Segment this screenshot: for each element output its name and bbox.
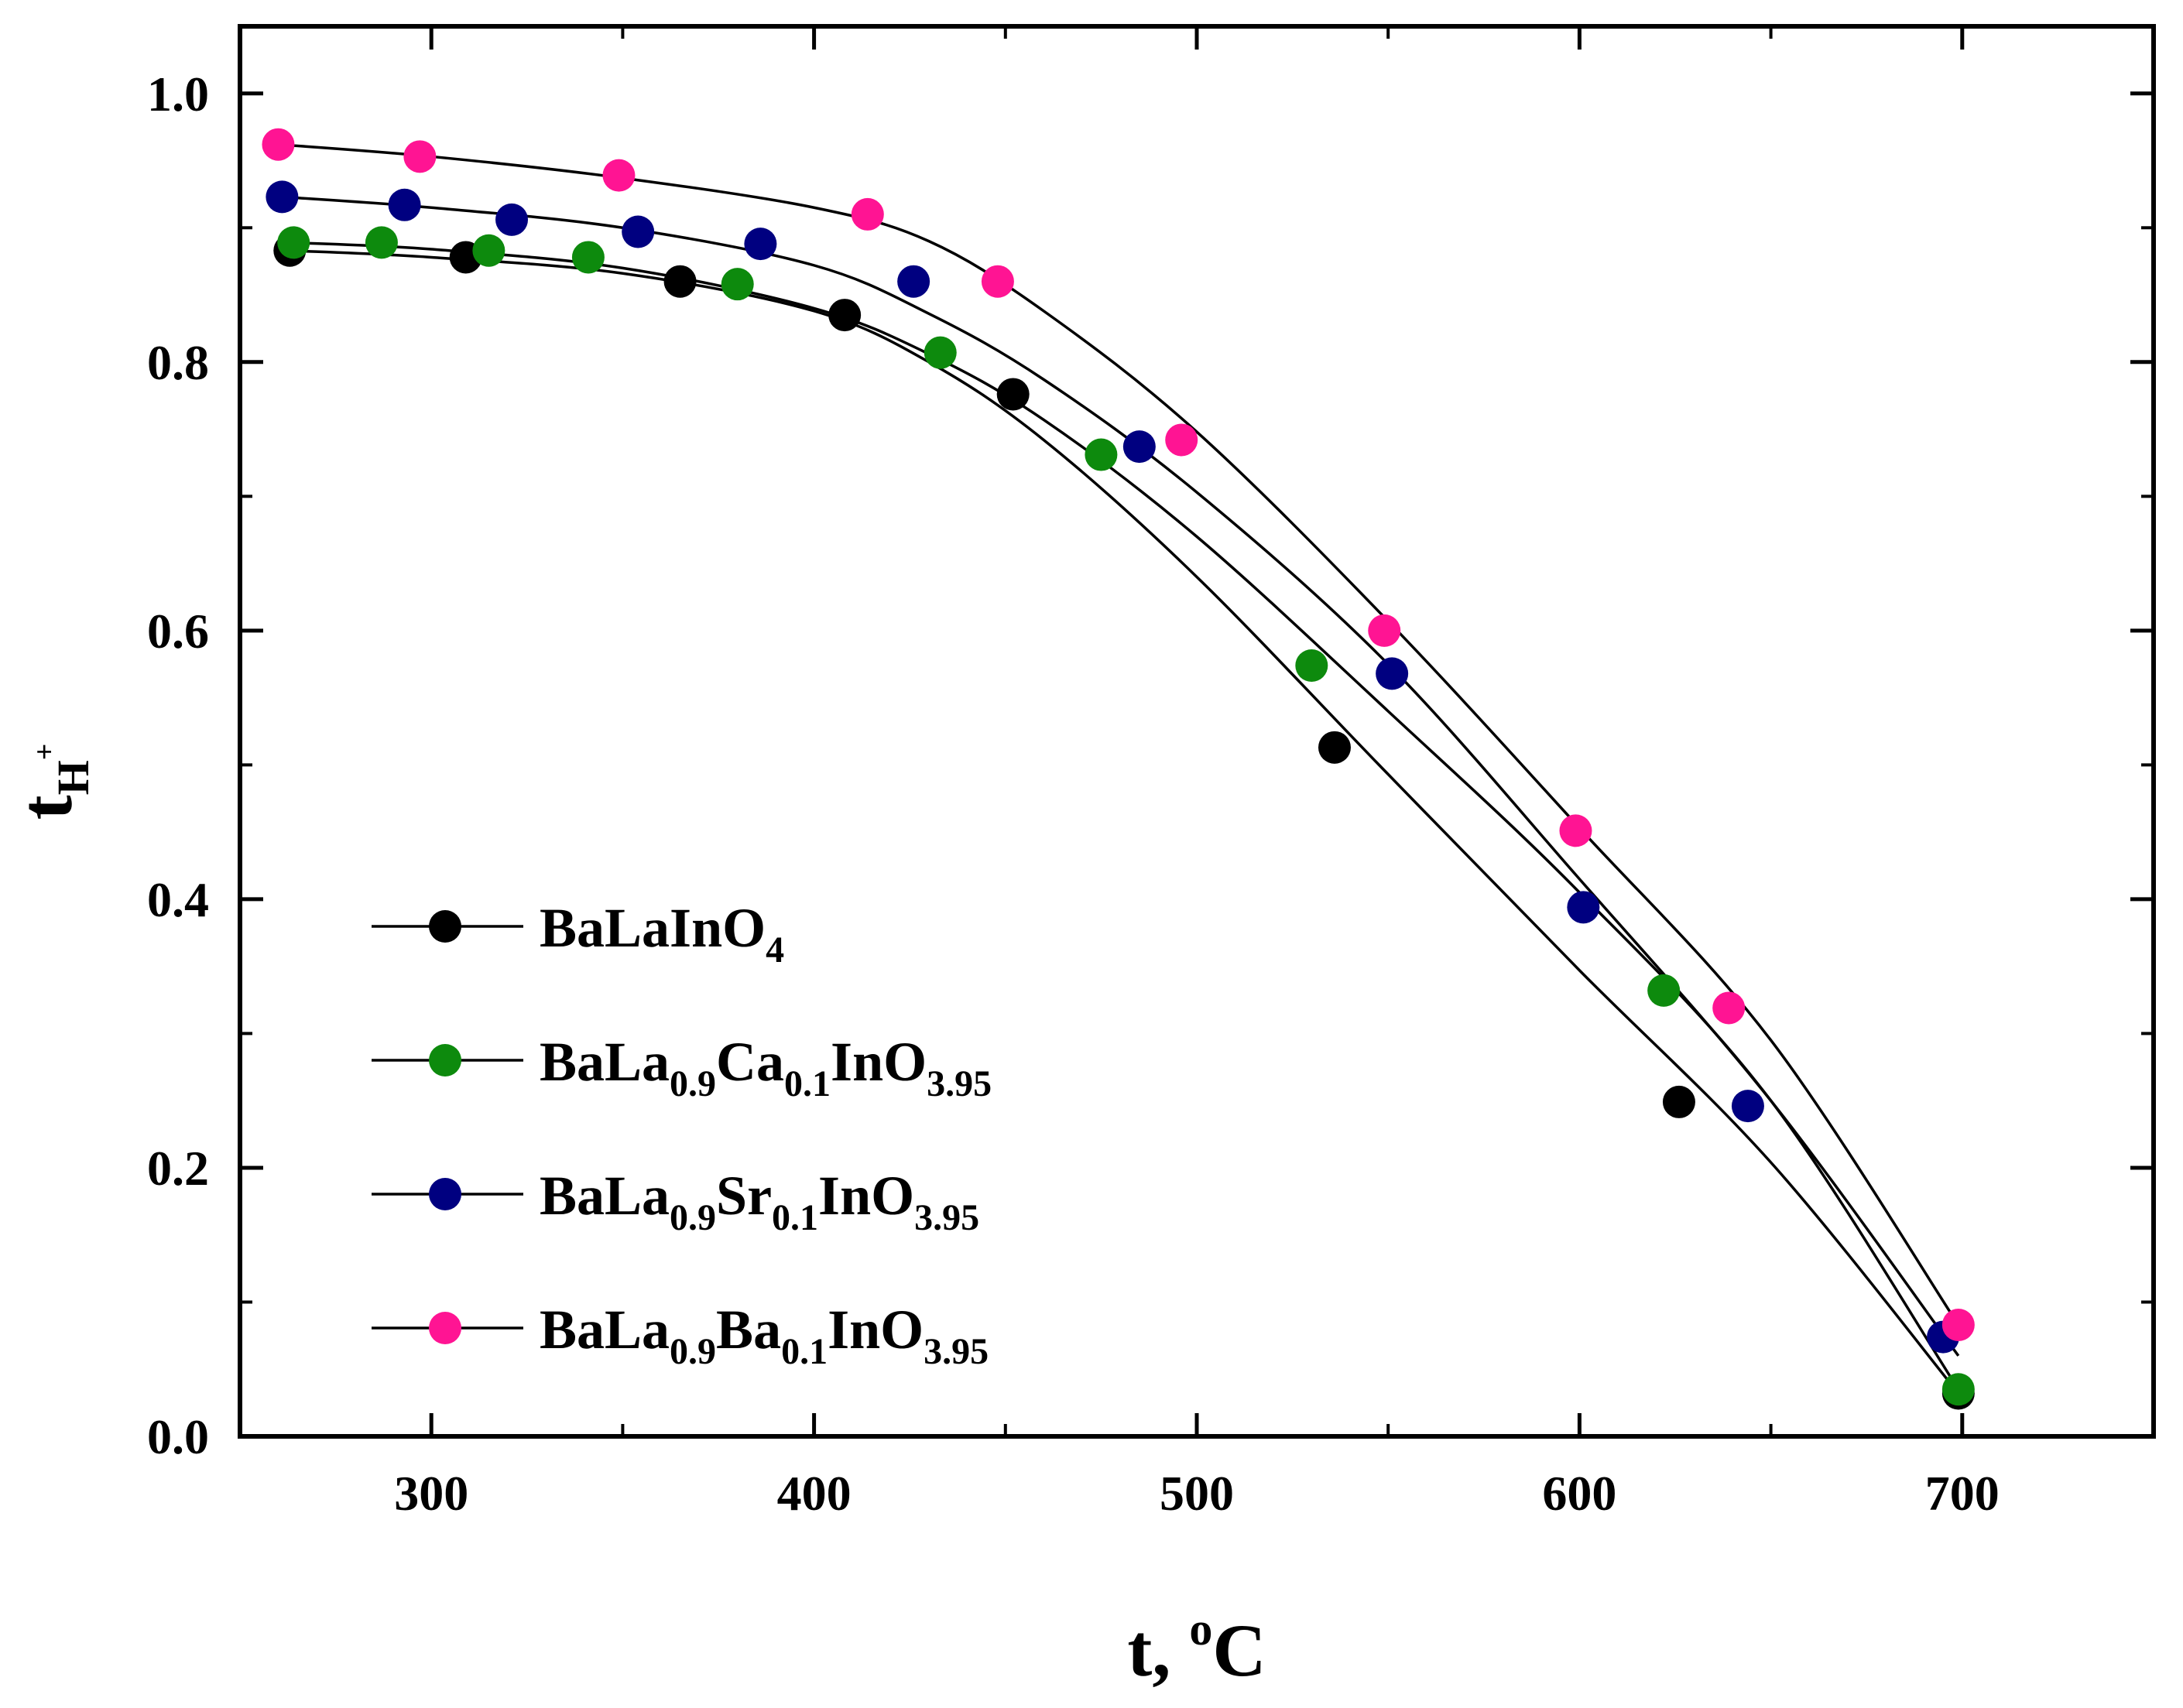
data-point-2 [495,203,529,236]
data-point-0 [663,265,697,298]
y-tick-label: 0.0 [147,1409,209,1464]
legend: BaLaInO4BaLa0.9Ca0.1InO3.95BaLa0.9Sr0.1I… [372,897,992,1372]
y-tick-label: 0.8 [147,335,209,390]
x-tick-label: 500 [1160,1466,1234,1521]
legend-label-text: BaLa [540,1299,670,1361]
legend-label-text: Sr [716,1165,772,1227]
legend-label-text: InO [828,1299,924,1361]
y-axis-title-sup: + [29,744,61,761]
data-point-2 [1567,891,1600,924]
data-point-3 [1165,423,1198,457]
legend-label-text: BaLa [540,1031,670,1093]
legend-label-text: InO [831,1031,927,1093]
data-point-3 [602,159,636,192]
legend-marker-2 [429,1178,461,1210]
legend-label-subscript: 4 [766,929,784,970]
data-point-2 [388,188,421,221]
data-point-1 [721,268,754,301]
legend-label-text: Ba [716,1299,781,1361]
series-line-0 [290,249,1960,1395]
legend-label-subscript: 0.9 [670,1331,716,1372]
data-point-3 [851,197,884,231]
legend-label-subscript: 0.1 [772,1197,818,1238]
series-lines [278,142,1960,1395]
legend-label-2: BaLa0.9Sr0.1InO3.95 [540,1165,979,1238]
x-tick-label: 600 [1542,1466,1616,1521]
legend-label-3: BaLa0.9Ba0.1InO3.95 [540,1299,989,1372]
data-point-3 [981,265,1014,298]
legend-label-0: BaLaInO4 [540,897,784,970]
axis-ticks: 300 400 500 600 700 0.0 0.2 0.4 0.6 0.8 1.0 [147,26,2155,1521]
data-point-1 [924,336,957,369]
data-point-1 [472,234,505,267]
legend-label-text: InO [818,1165,914,1227]
x-axis-title-sup: o [1189,1604,1212,1655]
data-point-3 [1559,814,1592,847]
data-point-1 [1295,649,1328,682]
data-point-1 [1941,1373,1975,1406]
data-point-0 [1662,1085,1695,1118]
y-axis-title: tH+ [5,744,98,820]
data-point-3 [262,128,295,161]
series-line-3 [278,142,1960,1326]
data-point-2 [744,228,777,261]
y-axis-title-main: t [5,795,87,820]
data-point-2 [1731,1090,1764,1123]
data-point-3 [1712,991,1746,1025]
y-tick-label: 0.6 [147,604,209,659]
plot-frame [238,24,2156,1439]
legend-label-subscript: 0.9 [670,1063,716,1104]
x-axis-title-tail: C [1212,1609,1266,1692]
x-tick-label: 700 [1925,1466,2000,1521]
y-tick-label: 0.2 [147,1141,209,1196]
data-point-3 [403,140,437,173]
legend-label-subscript: 0.1 [784,1063,831,1104]
legend-label-subscript: 0.1 [781,1331,828,1372]
legend-marker-0 [429,910,461,943]
legend-label-text: Ca [716,1031,784,1093]
legend-label-subscript: 3.95 [924,1331,989,1372]
data-point-0 [828,299,862,332]
data-point-1 [365,226,398,259]
series-points [262,128,1975,1410]
data-point-2 [897,265,930,298]
y-axis-title-sub: H [48,760,98,795]
series-line-2 [282,195,1960,1357]
x-tick-label: 300 [394,1466,468,1521]
legend-marker-1 [429,1044,461,1076]
legend-label-subscript: 0.9 [670,1197,716,1238]
data-point-2 [266,180,299,214]
data-point-2 [1376,657,1409,690]
data-point-1 [1085,438,1118,471]
data-point-3 [1941,1308,1975,1341]
legend-label-1: BaLa0.9Ca0.1InO3.95 [540,1031,992,1104]
data-point-0 [1318,731,1351,764]
y-tick-label: 0.4 [147,872,209,927]
x-axis-title-main: t, [1127,1609,1189,1692]
legend-marker-3 [429,1312,461,1344]
data-point-0 [996,378,1030,411]
legend-label-text: BaLaInO [540,897,766,959]
x-axis-title: t, oC [1127,1604,1266,1692]
data-point-1 [1647,974,1681,1007]
y-tick-label: 1.0 [147,67,209,122]
x-tick-label: 400 [777,1466,852,1521]
legend-label-subscript: 3.95 [914,1197,979,1238]
data-point-1 [277,226,310,259]
data-point-3 [1368,614,1401,647]
legend-label-text: BaLa [540,1165,670,1227]
data-point-1 [571,241,605,274]
data-point-2 [1122,430,1156,464]
data-point-2 [622,215,655,248]
legend-label-subscript: 3.95 [927,1063,992,1104]
